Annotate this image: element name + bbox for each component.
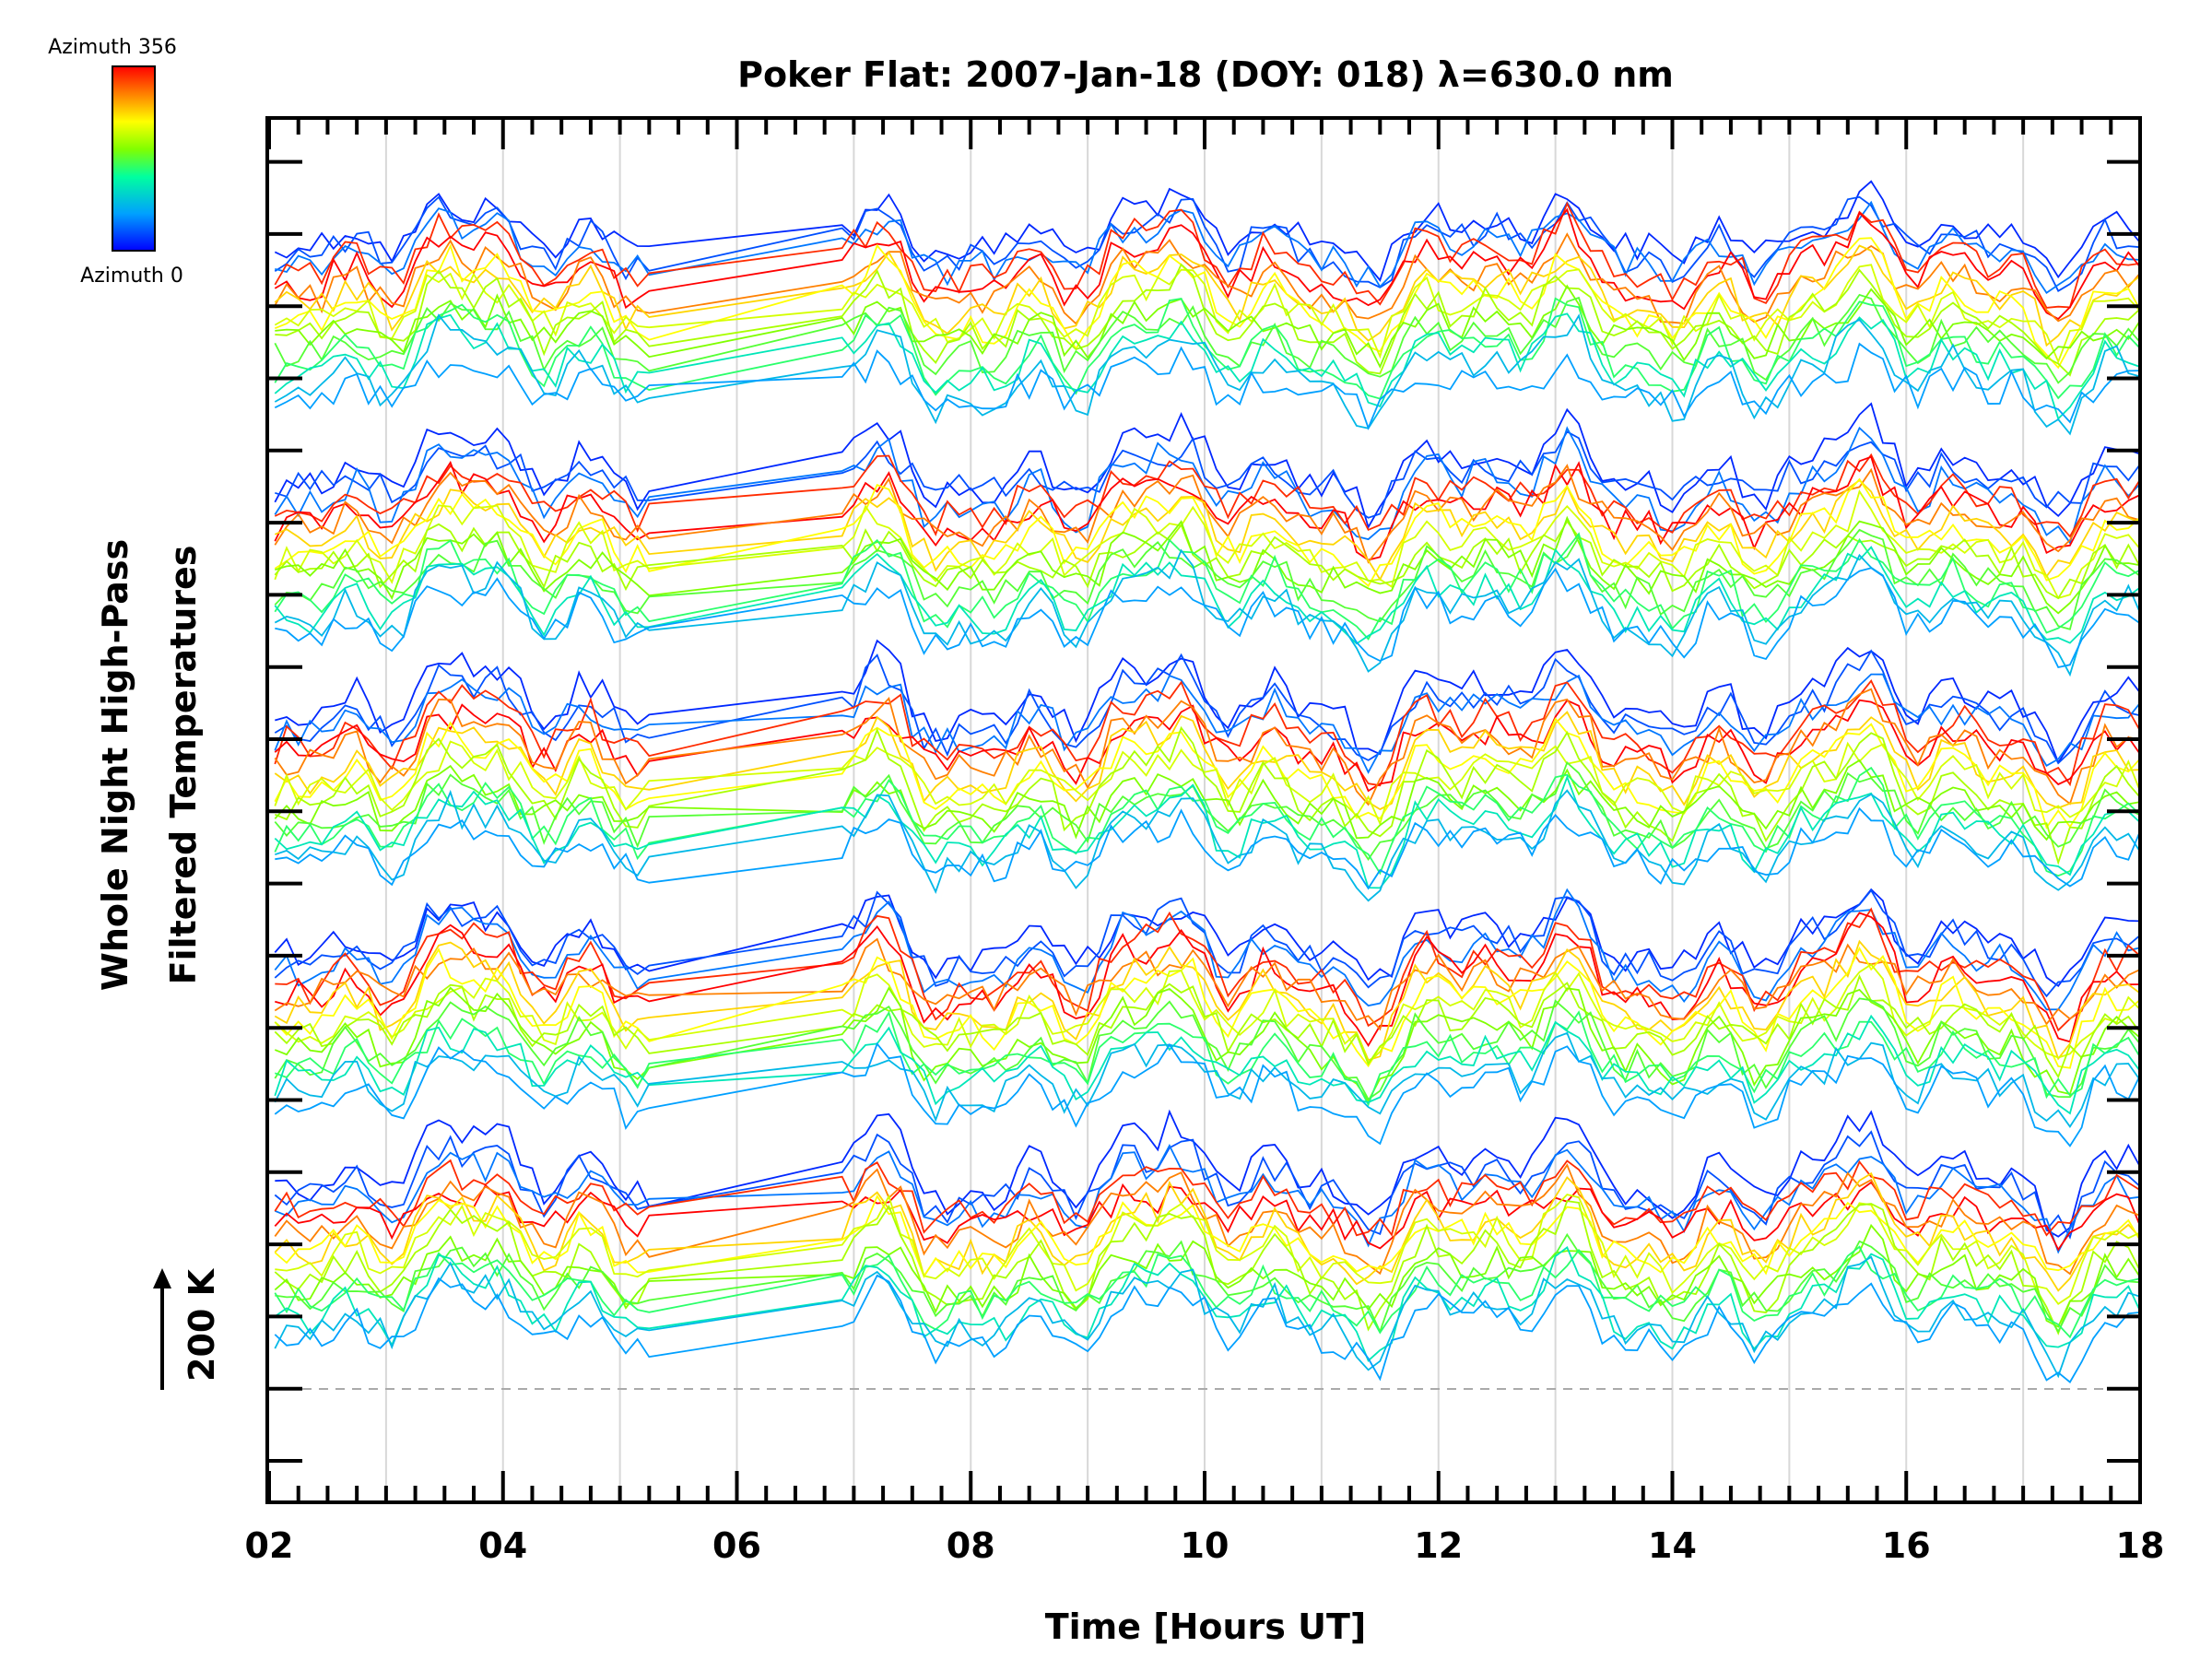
x-tick-labels: 02 04 06 08 10 12 14 16 18	[245, 1525, 2165, 1566]
colorbar-gradient	[112, 65, 156, 252]
series-lines	[274, 180, 2141, 1383]
series-line	[274, 725, 2141, 865]
y-axis-title-line1: Whole Night High-Pass	[95, 539, 135, 991]
series-line	[274, 1274, 2141, 1383]
series-line	[274, 759, 2141, 841]
y-axis-title-line2: Filtered Temperatures	[163, 546, 204, 985]
series-line	[274, 455, 2141, 561]
colorbar-legend: Azimuth 356 Azimuth 0	[48, 36, 183, 288]
series-line	[275, 912, 2141, 1048]
series-line	[274, 1200, 2141, 1335]
series-line	[274, 195, 2141, 292]
series-line	[274, 947, 2141, 1069]
series-line	[274, 528, 2141, 630]
series-line	[274, 342, 2141, 430]
scale-label: 200 K	[182, 1267, 222, 1382]
series-line	[274, 313, 2141, 436]
series-line	[275, 1194, 2141, 1306]
series-line	[274, 688, 2141, 806]
series-line	[274, 1014, 2141, 1115]
colorbar-bottom-label: Azimuth 0	[80, 265, 183, 288]
series-line	[275, 515, 2141, 615]
series-line	[274, 237, 2141, 370]
series-line	[274, 974, 2141, 1079]
series-line	[274, 1041, 2141, 1147]
series-line	[274, 963, 2141, 1065]
series-line	[274, 888, 2141, 1011]
series-line	[274, 297, 2141, 400]
series-line	[274, 453, 2141, 538]
series-line	[274, 649, 2141, 765]
series-line	[274, 548, 2141, 677]
series-line	[274, 532, 2141, 641]
series-line	[275, 907, 2141, 1032]
series-line	[274, 1159, 2141, 1237]
series-line	[274, 426, 2141, 545]
series-line	[274, 939, 2141, 1062]
colorbar-top-label: Azimuth 356	[48, 36, 177, 59]
scale-indicator: 200 K	[153, 1267, 222, 1390]
x-tick-label: 08	[947, 1525, 995, 1566]
series-line	[275, 1109, 2141, 1238]
series-line	[274, 207, 2141, 321]
series-line	[274, 519, 2141, 600]
series-line	[274, 997, 2141, 1101]
series-line	[275, 789, 2141, 902]
series-line	[274, 888, 2141, 998]
series-line	[274, 1255, 2141, 1379]
series-line	[275, 639, 2141, 765]
series-line	[274, 1171, 2141, 1292]
series-line	[274, 1245, 2141, 1339]
series-line	[275, 1232, 2141, 1335]
x-tick-label: 12	[1414, 1525, 1463, 1566]
series-line	[274, 711, 2141, 811]
series-line	[274, 679, 2141, 787]
series-line	[274, 489, 2141, 599]
series-line	[274, 1130, 2141, 1240]
series-line	[274, 264, 2141, 364]
series-line	[275, 284, 2141, 370]
series-line	[275, 567, 2141, 669]
series-line	[274, 774, 2141, 889]
series-line	[274, 673, 2141, 774]
x-tick-label: 14	[1648, 1525, 1697, 1566]
x-tick-label: 06	[712, 1525, 761, 1566]
chart-title: Poker Flat: 2007-Jan-18 (DOY: 018) λ=630…	[737, 54, 1674, 95]
series-line	[274, 937, 2141, 1031]
series-line	[274, 232, 2141, 325]
x-axis-title: Time [Hours UT]	[1045, 1606, 1367, 1647]
series-line	[274, 1144, 2141, 1254]
x-tick-label: 04	[478, 1525, 527, 1566]
series-line	[274, 986, 2141, 1103]
series-line	[274, 546, 2141, 645]
series-line	[275, 806, 2141, 890]
x-tick-label: 10	[1181, 1525, 1230, 1566]
series-line	[274, 1010, 2141, 1107]
series-line	[274, 312, 2141, 420]
series-line	[275, 200, 2141, 294]
axis-ticks	[267, 118, 2142, 1502]
x-tick-label: 18	[2116, 1525, 2165, 1566]
x-tick-label: 02	[245, 1525, 294, 1566]
scale-arrow-head	[153, 1268, 171, 1288]
series-line	[274, 402, 2141, 530]
series-line	[274, 1194, 2141, 1278]
series-line	[274, 699, 2141, 793]
series-line	[274, 760, 2141, 862]
series-line	[274, 293, 2141, 384]
x-tick-label: 16	[1882, 1525, 1931, 1566]
series-line	[274, 180, 2141, 282]
series-line	[275, 263, 2141, 377]
series-line	[274, 766, 2141, 877]
series-line	[274, 717, 2141, 830]
series-line	[274, 477, 2141, 588]
